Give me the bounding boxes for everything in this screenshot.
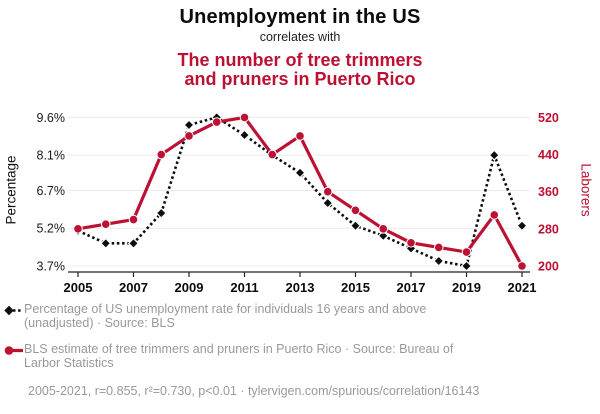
- right-axis-tick-label: 360: [538, 185, 559, 199]
- x-axis-label: 2011: [230, 280, 258, 295]
- series-laborers-marker: [211, 117, 222, 127]
- left-axis-title: Percentage: [3, 155, 19, 225]
- series-unemployment-marker: [516, 220, 528, 232]
- legend-text-unemployment: Percentage of US unemployment rate for i…: [24, 302, 427, 330]
- legend-laborers-line1: BLS estimate of tree trimmers and pruner…: [24, 342, 454, 356]
- x-axis-label: 2019: [452, 280, 481, 295]
- right-axis-title: Laborers: [578, 163, 594, 217]
- chart-subtitle: The number of tree trimmers and pruners …: [0, 51, 600, 89]
- series-laborers-marker: [128, 214, 139, 225]
- series-unemployment-marker: [349, 220, 362, 232]
- legend-unemployment-line2: (unadjusted) · Source: BLS: [24, 315, 175, 330]
- x-axis-label: 2005: [64, 280, 93, 295]
- right-axis-tick-label: 280: [538, 222, 559, 236]
- series-laborers-marker: [517, 261, 527, 271]
- legend-text-laborers: BLS estimate of tree trimmers and pruner…: [24, 342, 454, 370]
- legend-item-laborers: BLS estimate of tree trimmers and pruner…: [3, 342, 578, 370]
- right-axis-tick-label: 200: [538, 260, 559, 274]
- series-laborers-marker: [378, 224, 389, 234]
- series-laborers-marker: [267, 149, 278, 160]
- series-laborers-marker: [100, 219, 111, 230]
- series-laborers-marker: [461, 247, 472, 257]
- left-axis-tick-label: 6.7%: [37, 184, 66, 198]
- red-circle-solid-line-icon: [3, 343, 24, 362]
- series-unemployment-marker: [127, 237, 140, 249]
- series-unemployment-marker: [155, 207, 167, 219]
- series-laborers-marker: [406, 237, 416, 248]
- series-unemployment-marker: [183, 119, 195, 131]
- left-axis-tick-label: 3.7%: [37, 260, 66, 274]
- chart-title: Unemployment in the US: [179, 6, 421, 28]
- series-unemployment-marker: [433, 255, 445, 267]
- x-axis-label: 2009: [175, 280, 204, 295]
- series-unemployment-marker: [460, 260, 473, 272]
- x-axis-label: 2021: [508, 280, 537, 295]
- series-laborers-marker: [184, 131, 194, 141]
- legend-laborers-line2: Larbor Statistics: [24, 355, 114, 370]
- right-axis-tick-label: 520: [538, 111, 559, 125]
- series-laborers-marker: [322, 186, 333, 197]
- right-axis-tick-label: 440: [538, 148, 559, 162]
- legend-item-unemployment: Percentage of US unemployment rate for i…: [3, 302, 578, 330]
- left-axis-tick-label: 5.2%: [37, 222, 66, 236]
- series-unemployment-marker: [377, 230, 389, 242]
- series-laborers-marker: [156, 149, 167, 160]
- series-unemployment-marker: [238, 129, 251, 141]
- series-unemployment-marker: [405, 242, 417, 255]
- legend-unemployment-line1: Percentage of US unemployment rate for i…: [24, 302, 427, 316]
- series-unemployment-marker: [100, 237, 112, 249]
- chart-connector-text: correlates with: [259, 30, 341, 44]
- series-unemployment-line: [77, 115, 524, 268]
- series-unemployment-marker: [294, 167, 306, 179]
- black-diamond-dotted-line-icon: [3, 303, 24, 322]
- series-unemployment-marker: [488, 149, 500, 161]
- x-axis-label: 2015: [341, 280, 370, 295]
- series-laborers-marker: [489, 210, 500, 220]
- series-laborers-marker: [350, 205, 361, 216]
- series-laborers-marker: [433, 242, 444, 253]
- x-axis-label: 2007: [119, 280, 148, 295]
- x-axis-label: 2017: [397, 280, 426, 295]
- series-laborers-marker: [239, 112, 250, 123]
- chart-subtitle-line2: and pruners in Puerto Rico: [184, 69, 416, 89]
- legend: Percentage of US unemployment rate for i…: [3, 302, 578, 383]
- x-axis-label: 2013: [286, 280, 315, 295]
- chart-subtitle-line1: The number of tree trimmers: [177, 50, 423, 70]
- footer-stats: 2005-2021, r=0.855, r²=0.730, p<0.01 · t…: [28, 384, 480, 398]
- series-unemployment-marker: [322, 197, 334, 209]
- series-laborers-marker: [73, 224, 83, 234]
- left-axis-tick-label: 9.6%: [37, 111, 66, 125]
- series-laborers-marker: [295, 131, 305, 141]
- left-axis-tick-label: 8.1%: [37, 149, 66, 163]
